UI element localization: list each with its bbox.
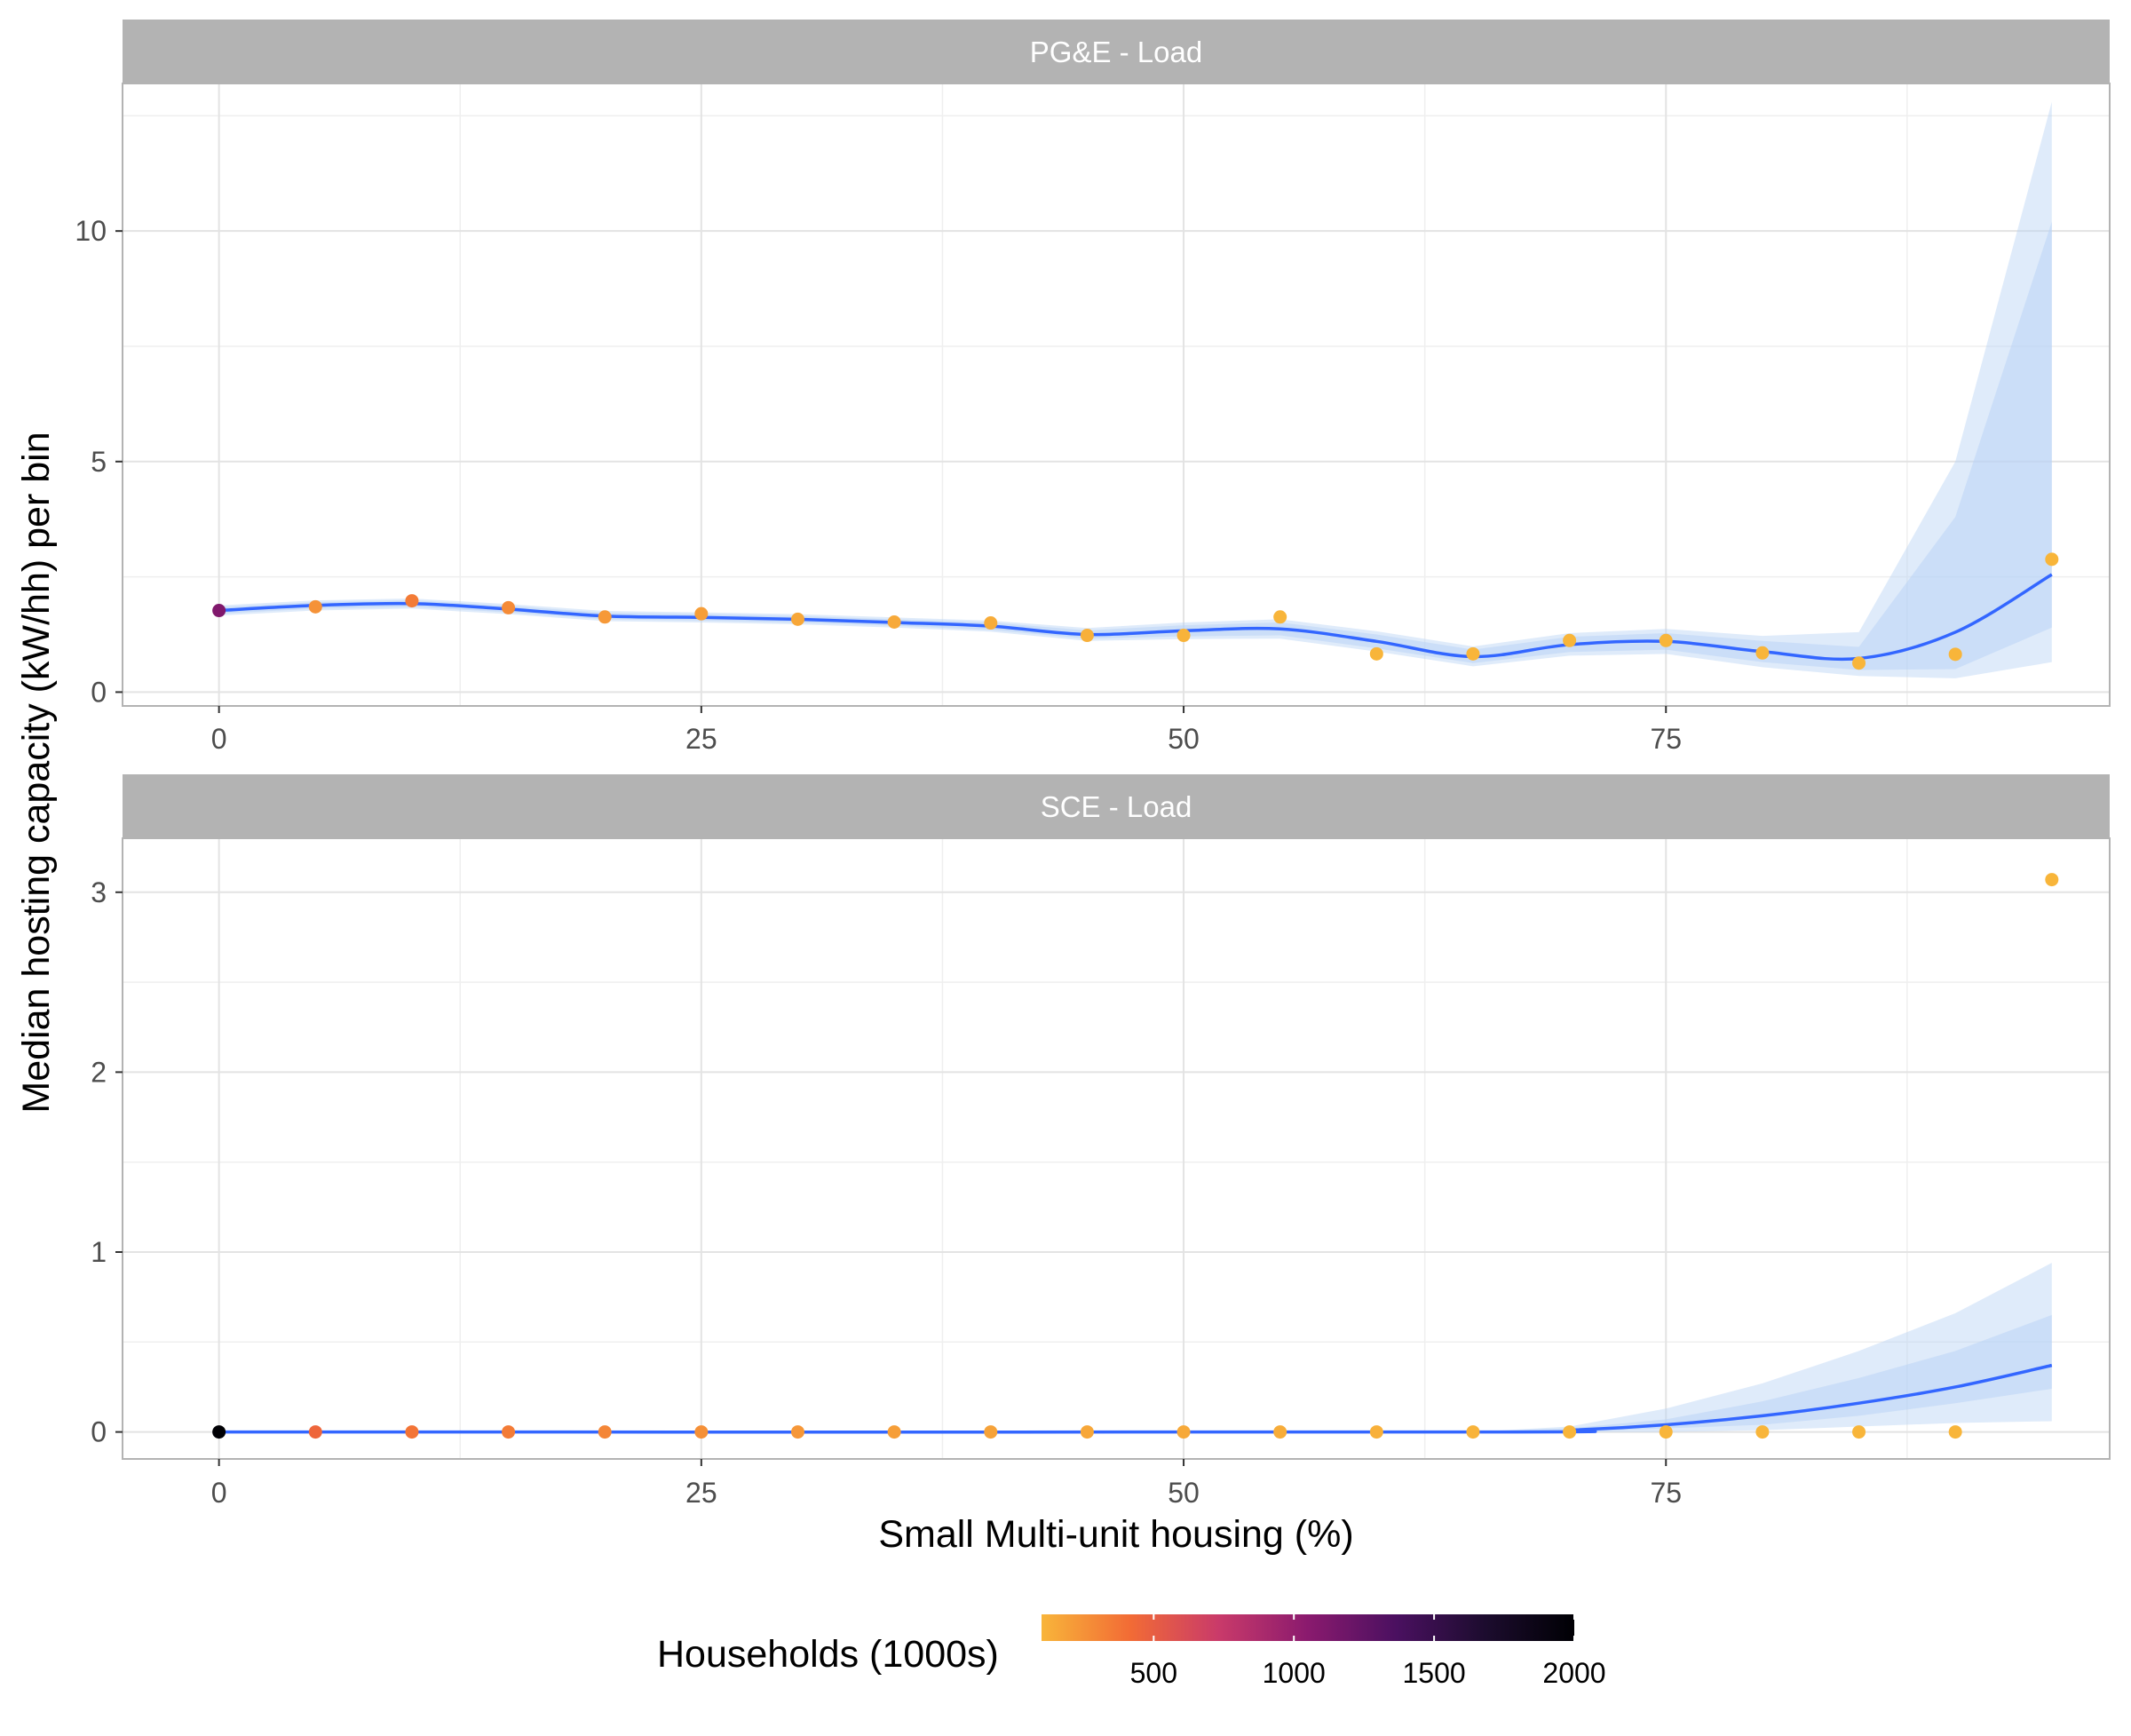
data-point <box>598 610 612 624</box>
colorbar-tick-label: 1000 <box>1263 1657 1326 1689</box>
data-point <box>1273 1425 1287 1439</box>
y-tick-label: 5 <box>91 446 107 478</box>
panels-layer: PG&E - Load 0 5 10 0 25 50 75 SCE - Load 0 1 2 3 0 25 5… <box>75 20 2111 1509</box>
y-tick-label: 10 <box>75 215 107 247</box>
data-point <box>502 600 516 614</box>
data-point <box>1176 1425 1191 1439</box>
x-tick-label: 25 <box>685 1477 717 1509</box>
data-point <box>212 604 226 618</box>
data-point <box>1755 1425 1770 1439</box>
data-point <box>308 1425 322 1439</box>
data-point <box>598 1425 612 1439</box>
data-point <box>984 1425 998 1439</box>
data-point <box>1273 610 1287 624</box>
confidence-band-outer <box>218 1263 2052 1432</box>
y-tick-label: 3 <box>91 876 107 908</box>
data-point <box>790 612 804 626</box>
colorbar-tick-label: 1500 <box>1403 1657 1466 1689</box>
x-tick-label: 25 <box>685 723 717 755</box>
x-axis-title: Small Multi-unit housing (%) <box>878 1513 1353 1556</box>
data-point <box>1948 1425 1962 1439</box>
data-point <box>308 599 322 614</box>
colorbar-tick-label: 500 <box>1130 1657 1177 1689</box>
colorbar <box>1042 1614 1574 1641</box>
data-point <box>1948 647 1962 662</box>
panel-strip <box>123 20 2110 83</box>
x-tick-label: 75 <box>1650 1477 1682 1509</box>
data-point <box>1852 656 1866 670</box>
data-point <box>502 1425 516 1439</box>
data-point <box>2045 873 2059 887</box>
panel-strip <box>123 774 2110 838</box>
data-point <box>1755 646 1770 660</box>
data-point <box>1659 633 1673 647</box>
panel-1: PG&E - Load 0 5 10 0 25 50 75 <box>75 20 2111 755</box>
data-point <box>694 606 709 621</box>
data-point <box>984 616 998 630</box>
y-tick-label: 2 <box>91 1056 107 1088</box>
data-point <box>1369 1425 1383 1439</box>
confidence-band-outer <box>218 101 2052 678</box>
data-point <box>1080 629 1094 643</box>
data-point <box>694 1425 709 1439</box>
x-tick-label: 75 <box>1650 723 1682 755</box>
panel-border <box>122 837 2111 1460</box>
data-point <box>405 594 419 608</box>
legend-title: Households (1000s) <box>657 1633 999 1676</box>
data-point <box>212 1425 226 1439</box>
x-tick-label: 0 <box>211 1477 227 1509</box>
panel-border <box>122 83 2111 707</box>
panel-title: PG&E - Load <box>1030 36 1202 68</box>
panel-background <box>123 838 2110 1459</box>
data-point <box>1466 646 1480 661</box>
x-tick-label: 50 <box>1168 723 1200 755</box>
colorbar-ticks: 500 1000 1500 2000 <box>1130 1614 1606 1689</box>
panel-background <box>123 83 2110 706</box>
x-tick-label: 0 <box>211 723 227 755</box>
data-point <box>1466 1425 1480 1439</box>
y-tick-label: 0 <box>91 676 107 708</box>
data-point <box>1563 1425 1577 1439</box>
data-point <box>2045 552 2059 567</box>
y-tick-label: 0 <box>91 1416 107 1448</box>
data-point <box>887 1425 901 1439</box>
panel-2: SCE - Load 0 1 2 3 0 25 50 75 <box>91 774 2111 1509</box>
data-point <box>790 1425 804 1439</box>
data-point <box>1080 1425 1094 1439</box>
data-point <box>1369 646 1383 661</box>
data-point <box>1176 629 1191 643</box>
y-axis-title: Median hosting capacity (kW/hh) per bin <box>15 432 58 1113</box>
data-point <box>1659 1425 1673 1439</box>
data-point <box>887 614 901 629</box>
data-point <box>1563 633 1577 647</box>
x-tick-label: 50 <box>1168 1477 1200 1509</box>
panel-title: SCE - Load <box>1041 790 1192 823</box>
colorbar-tick-label: 2000 <box>1542 1657 1605 1689</box>
data-point <box>1852 1425 1866 1439</box>
y-tick-label: 1 <box>91 1236 107 1268</box>
data-point <box>405 1425 419 1439</box>
colorbar-legend: Households (1000s) 500 1000 1500 2000 <box>657 1614 1606 1689</box>
